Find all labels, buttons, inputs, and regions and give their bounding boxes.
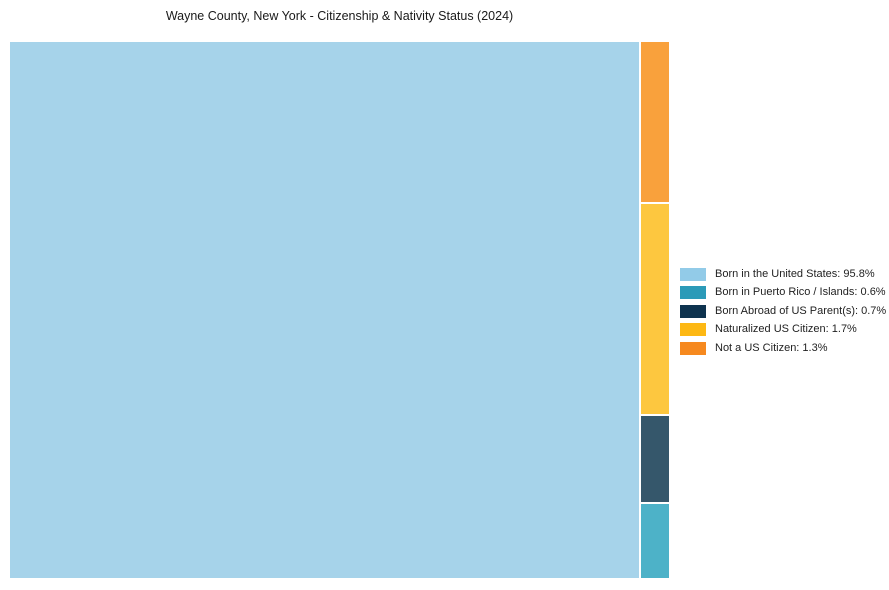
legend-label-naturalized-us-citizen: Naturalized US Citizen: 1.7%	[715, 323, 857, 336]
legend-label-born-in-puerto-rico-islands: Born in Puerto Rico / Islands: 0.6%	[715, 286, 886, 299]
treemap-block-naturalized-us-citizen	[640, 204, 669, 414]
treemap	[10, 42, 669, 578]
legend-swatch-born-abroad-of-us-parent-s	[680, 304, 706, 318]
legend: Born in the United States: 95.8% Born in …	[680, 265, 886, 358]
treemap-block-born-in-the-united-states	[10, 42, 641, 578]
legend-item-born-in-puerto-rico-islands: Born in Puerto Rico / Islands: 0.6%	[680, 284, 886, 303]
legend-label-born-abroad-of-us-parent-s: Born Abroad of US Parent(s): 0.7%	[715, 304, 887, 317]
chart-title: Wayne County, New York - Citizenship & N…	[165, 9, 514, 23]
legend-label-born-in-the-united-states: Born in the United States: 95.8%	[715, 267, 875, 280]
treemap-block-born-in-puerto-rico-islands	[640, 504, 669, 578]
legend-swatch-naturalized-us-citizen	[680, 323, 706, 337]
legend-swatch-not-a-us-citizen	[680, 341, 706, 355]
treemap-side-column	[640, 42, 669, 578]
legend-label-not-a-us-citizen: Not a US Citizen: 1.3%	[715, 341, 828, 354]
legend-swatch-born-in-the-united-states	[680, 267, 706, 281]
legend-item-born-abroad-of-us-parent-s: Born Abroad of US Parent(s): 0.7%	[680, 302, 886, 321]
legend-item-naturalized-us-citizen: Naturalized US Citizen: 1.7%	[680, 321, 886, 340]
treemap-block-born-abroad-of-us-parent-s	[640, 415, 669, 503]
legend-item-not-a-us-citizen: Not a US Citizen: 1.3%	[680, 339, 886, 358]
legend-swatch-born-in-puerto-rico-islands	[680, 286, 706, 300]
treemap-block-not-a-us-citizen	[640, 42, 669, 203]
legend-item-born-in-the-united-states: Born in the United States: 95.8%	[680, 265, 886, 284]
